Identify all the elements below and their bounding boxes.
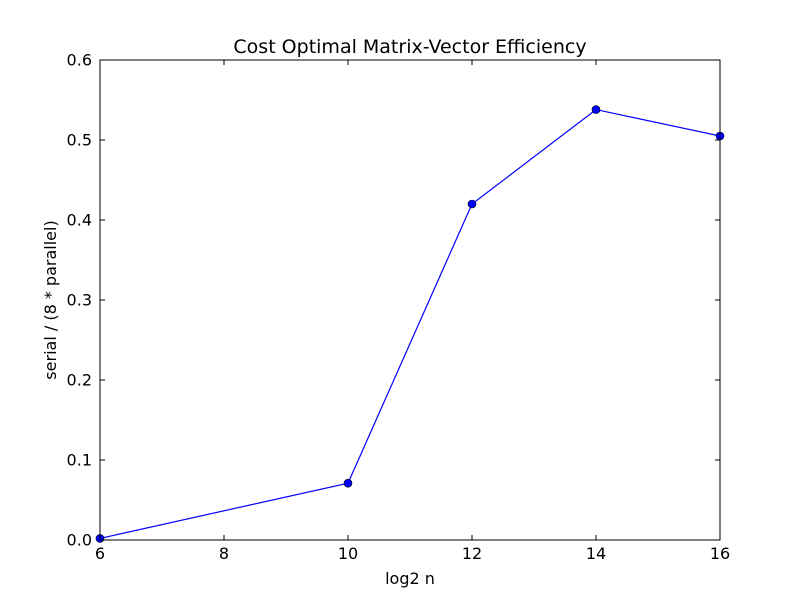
x-axis-label: log2 n xyxy=(385,569,435,588)
y-axis-label: serial / (8 * parallel) xyxy=(41,220,60,379)
y-tick-label: 0.2 xyxy=(67,371,92,390)
data-point xyxy=(591,105,601,114)
x-tick-label: 8 xyxy=(219,544,229,563)
plot-frame xyxy=(99,59,721,541)
x-tick-label: 12 xyxy=(462,544,482,563)
y-tick-label: 0.3 xyxy=(67,291,92,310)
x-tick-label: 6 xyxy=(95,544,105,563)
series-layer xyxy=(95,105,725,543)
y-tick-label: 0.6 xyxy=(67,51,92,70)
y-tick-label: 0.5 xyxy=(67,131,92,150)
y-tick-label: 0.1 xyxy=(67,451,92,470)
x-tick-label: 16 xyxy=(710,544,730,563)
y-tick-label: 0.0 xyxy=(67,531,92,550)
chart-title: Cost Optimal Matrix-Vector Efficiency xyxy=(233,36,586,58)
x-tick-label: 14 xyxy=(586,544,606,563)
ticks-layer: 6 8 10 12 14 16 0.0 0.1 0.2 0.3 0.4 0.5 0.6 xyxy=(67,51,731,564)
x-tick-label: 10 xyxy=(338,544,358,563)
series-line xyxy=(99,108,721,539)
data-point xyxy=(467,199,477,209)
data-point xyxy=(343,478,353,488)
y-tick-label: 0.4 xyxy=(67,211,92,230)
